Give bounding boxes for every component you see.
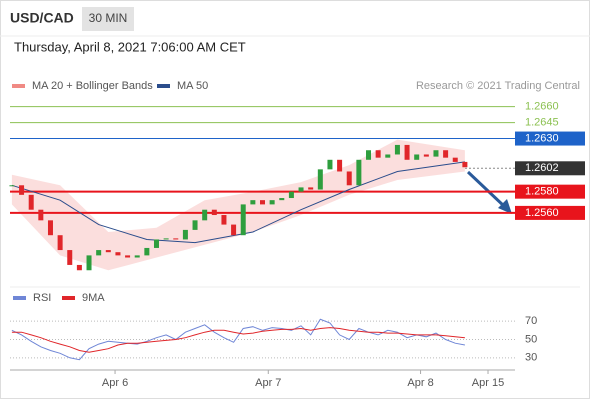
candle (67, 250, 73, 265)
symbol: USD/CAD (10, 10, 74, 26)
candle (279, 198, 285, 201)
candle (76, 264, 82, 271)
level-label-box (515, 205, 585, 220)
timestamp: Thursday, April 8, 2021 7:06:00 AM CET (14, 39, 246, 54)
level-label: 1.2645 (525, 117, 559, 129)
candle (337, 159, 343, 172)
candle (288, 191, 294, 199)
candle (356, 159, 362, 186)
level-label-box (515, 131, 585, 146)
candle (47, 220, 53, 236)
candle (163, 238, 169, 240)
legend-label: 9MA (82, 292, 105, 304)
candle (211, 209, 217, 216)
candle (57, 235, 63, 251)
level-label: 1.2602 (525, 162, 559, 174)
level-label: 1.2660 (525, 101, 559, 113)
candle (366, 150, 372, 160)
legend-label: MA 50 (177, 80, 208, 92)
forecast-arrowhead (498, 199, 512, 214)
y-tick-label: 70 (525, 315, 537, 327)
interval-badge (82, 7, 134, 31)
candle (452, 157, 458, 162)
candle (414, 154, 420, 160)
candle (96, 250, 102, 256)
candle (269, 200, 275, 205)
indicator-line (11, 318, 465, 361)
level-label-box (515, 184, 585, 199)
forecast-arrow (466, 170, 507, 209)
candle (433, 150, 439, 157)
candle (394, 144, 400, 155)
candle (327, 159, 333, 170)
candle (144, 247, 150, 256)
candle (202, 209, 208, 221)
candle (173, 238, 179, 240)
candle (346, 171, 352, 186)
candle (125, 255, 131, 258)
candle (28, 194, 34, 210)
candle (423, 154, 429, 157)
candle (221, 215, 227, 225)
candle (260, 200, 265, 205)
y-tick-label: 30 (525, 352, 537, 364)
candle (404, 144, 410, 160)
x-tick-label: Apr 8 (407, 377, 433, 389)
candle (240, 204, 246, 236)
level-label-box (515, 161, 585, 176)
candle (105, 250, 111, 253)
x-tick-label: Apr 6 (102, 377, 128, 389)
legend-swatch (12, 84, 25, 88)
level-label: 1.2630 (525, 132, 559, 144)
candle (308, 187, 314, 190)
interval: 30 MIN (89, 11, 128, 25)
candle (192, 220, 198, 230)
indicator-line (11, 327, 465, 353)
level-label: 1.2580 (525, 186, 559, 198)
candle (250, 200, 256, 205)
candle (134, 255, 140, 258)
candle (19, 185, 25, 195)
candle (38, 209, 44, 221)
candle (9, 185, 15, 187)
candle (231, 224, 237, 236)
candle (385, 154, 391, 158)
candle (153, 239, 159, 248)
candle (298, 187, 304, 192)
source: Research © 2021 Trading Central (416, 80, 580, 92)
legend-swatch (13, 296, 26, 300)
x-tick-label: Apr 7 (255, 377, 281, 389)
candle (462, 161, 468, 168)
candle (182, 229, 188, 240)
candle (86, 255, 92, 271)
ma50-line (11, 161, 465, 244)
candle (317, 169, 323, 190)
y-tick-label: 50 (525, 333, 537, 345)
legend-label: RSI (33, 292, 51, 304)
x-tick-label: Apr 15 (472, 377, 504, 389)
legend-swatch (62, 296, 75, 300)
legend-label: MA 20 + Bollinger Bands (32, 80, 153, 92)
legend-swatch (157, 84, 170, 88)
level-label: 1.2560 (525, 207, 559, 219)
candle (443, 150, 449, 158)
candle (115, 252, 121, 256)
candle (375, 150, 381, 158)
